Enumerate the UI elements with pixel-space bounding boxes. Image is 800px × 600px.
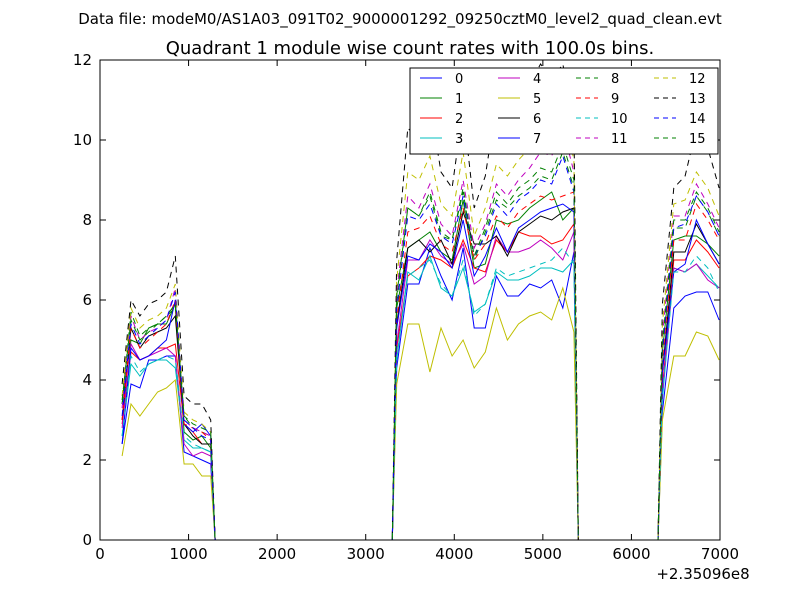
series-line-14 <box>121 154 720 541</box>
legend-label-1: 1 <box>455 92 463 107</box>
data-file-label: Data file: modeM0/AS1A03_091T02_90000012… <box>78 10 722 29</box>
x-tick-label: 1000 <box>169 545 207 563</box>
legend-box <box>409 67 719 155</box>
legend-label-2: 2 <box>455 112 463 127</box>
legend-label-5: 5 <box>533 92 541 107</box>
x-tick-label: 6000 <box>612 545 650 563</box>
y-tick-label: 6 <box>82 291 92 309</box>
x-tick-label: 3000 <box>347 545 385 563</box>
x-tick-label: 2000 <box>258 545 296 563</box>
x-tick-label: 7000 <box>701 545 739 563</box>
legend-label-0: 0 <box>455 72 463 87</box>
legend-label-8: 8 <box>611 72 619 87</box>
legend-label-3: 3 <box>455 132 463 147</box>
x-tick-label: 4000 <box>435 545 473 563</box>
legend-label-12: 12 <box>689 72 706 87</box>
x-offset-label: +2.35096e8 <box>656 565 749 583</box>
legend-label-13: 13 <box>689 92 706 107</box>
series-14 <box>121 154 720 541</box>
legend-label-7: 7 <box>533 132 541 147</box>
y-tick-label: 8 <box>82 211 92 229</box>
x-tick-label: 5000 <box>524 545 562 563</box>
y-tick-label: 2 <box>82 451 92 469</box>
y-tick-label: 10 <box>73 131 92 149</box>
y-tick-label: 4 <box>82 371 92 389</box>
legend-label-11: 11 <box>611 132 628 147</box>
legend-label-10: 10 <box>611 112 628 127</box>
x-tick-label: 0 <box>95 545 105 563</box>
legend-label-9: 9 <box>611 92 619 107</box>
legend-label-14: 14 <box>689 112 706 127</box>
legend-label-4: 4 <box>533 72 541 87</box>
chart-title: Quadrant 1 module wise count rates with … <box>166 38 655 59</box>
legend-label-6: 6 <box>533 112 541 127</box>
y-tick-label: 12 <box>73 51 92 69</box>
legend-label-15: 15 <box>689 132 706 147</box>
y-tick-label: 0 <box>82 531 92 549</box>
